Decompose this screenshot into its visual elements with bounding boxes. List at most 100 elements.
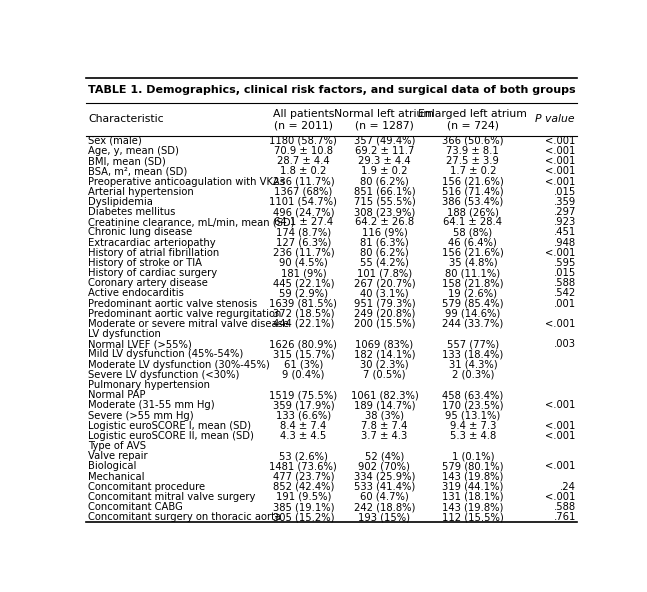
Text: .588: .588 <box>554 278 576 288</box>
Text: 73.9 ± 8.1: 73.9 ± 8.1 <box>446 146 499 156</box>
Text: BMI, mean (SD): BMI, mean (SD) <box>89 156 166 166</box>
Text: <.001: <.001 <box>545 421 576 431</box>
Text: Sex (male): Sex (male) <box>89 136 142 146</box>
Text: Age, y, mean (SD): Age, y, mean (SD) <box>89 146 179 156</box>
Text: Diabetes mellitus: Diabetes mellitus <box>89 207 176 217</box>
Text: .588: .588 <box>554 502 576 512</box>
Text: Predominant aortic valve regurgitation: Predominant aortic valve regurgitation <box>89 309 282 318</box>
Text: Normal LVEF (>55%): Normal LVEF (>55%) <box>89 339 192 349</box>
Text: 308 (23.9%): 308 (23.9%) <box>354 207 415 217</box>
Text: 359 (17.9%): 359 (17.9%) <box>272 400 334 410</box>
Text: 170 (23.5%): 170 (23.5%) <box>442 400 503 410</box>
Text: 127 (6.3%): 127 (6.3%) <box>276 237 331 247</box>
Text: 1519 (75.5%): 1519 (75.5%) <box>269 390 337 400</box>
Text: 1626 (80.9%): 1626 (80.9%) <box>269 339 337 349</box>
Text: 242 (18.8%): 242 (18.8%) <box>354 502 415 512</box>
Text: 315 (15.7%): 315 (15.7%) <box>272 349 334 359</box>
Text: Moderate or severe mitral valve disease: Moderate or severe mitral valve disease <box>89 319 289 329</box>
Text: 579 (80.1%): 579 (80.1%) <box>442 461 503 471</box>
Text: 444 (22.1%): 444 (22.1%) <box>272 319 334 329</box>
Text: All patients
(n = 2011): All patients (n = 2011) <box>272 108 334 130</box>
Text: 174 (8.7%): 174 (8.7%) <box>276 227 331 237</box>
Text: .001: .001 <box>554 298 576 308</box>
Text: P value: P value <box>535 114 575 124</box>
Text: 27.5 ± 3.9: 27.5 ± 3.9 <box>446 156 499 166</box>
Text: 851 (66.1%): 851 (66.1%) <box>354 186 415 197</box>
Text: 1180 (58.7%): 1180 (58.7%) <box>269 136 337 146</box>
Text: 143 (19.8%): 143 (19.8%) <box>442 472 503 481</box>
Text: LV dysfunction: LV dysfunction <box>89 329 161 339</box>
Text: BSA, m², mean (SD): BSA, m², mean (SD) <box>89 166 188 176</box>
Text: Concomitant procedure: Concomitant procedure <box>89 482 206 492</box>
Text: Chronic lung disease: Chronic lung disease <box>89 227 193 237</box>
Text: <.001: <.001 <box>545 166 576 176</box>
Text: 70.9 ± 10.8: 70.9 ± 10.8 <box>274 146 333 156</box>
Text: .24: .24 <box>560 482 576 492</box>
Text: Pulmonary hypertension: Pulmonary hypertension <box>89 380 210 390</box>
Text: Arterial hypertension: Arterial hypertension <box>89 186 194 197</box>
Text: Extracardiac arteriopathy: Extracardiac arteriopathy <box>89 237 216 247</box>
Text: 58 (8%): 58 (8%) <box>454 227 492 237</box>
Text: <.001: <.001 <box>545 248 576 258</box>
Text: 52 (4%): 52 (4%) <box>365 451 404 461</box>
Text: 90 (4.5%): 90 (4.5%) <box>279 258 328 268</box>
Text: Logistic euroSCORE I, mean (SD): Logistic euroSCORE I, mean (SD) <box>89 421 252 431</box>
Text: 366 (50.6%): 366 (50.6%) <box>442 136 503 146</box>
Text: 7.8 ± 7.4: 7.8 ± 7.4 <box>361 421 408 431</box>
Text: History of stroke or TIA: History of stroke or TIA <box>89 258 203 268</box>
Text: 40 (3.1%): 40 (3.1%) <box>360 288 409 298</box>
Text: 158 (21.8%): 158 (21.8%) <box>442 278 503 288</box>
Text: 458 (63.4%): 458 (63.4%) <box>443 390 503 400</box>
Text: Normal PAP: Normal PAP <box>89 390 146 400</box>
Text: 4.3 ± 4.5: 4.3 ± 4.5 <box>280 431 327 441</box>
Text: 112 (15.5%): 112 (15.5%) <box>442 512 504 522</box>
Text: <.001: <.001 <box>545 136 576 146</box>
Text: 1.9 ± 0.2: 1.9 ± 0.2 <box>361 166 408 176</box>
Text: 133 (6.6%): 133 (6.6%) <box>276 410 331 420</box>
Text: Severe LV dysfunction (<30%): Severe LV dysfunction (<30%) <box>89 370 240 380</box>
Text: 156 (21.6%): 156 (21.6%) <box>442 176 504 186</box>
Text: 46 (6.4%): 46 (6.4%) <box>448 237 498 247</box>
Text: <.001: <.001 <box>545 156 576 166</box>
Text: 99 (14.6%): 99 (14.6%) <box>445 309 501 318</box>
Text: Concomitant surgery on thoracic aorta: Concomitant surgery on thoracic aorta <box>89 512 281 522</box>
Text: History of cardiac surgery: History of cardiac surgery <box>89 268 217 278</box>
Text: 193 (15%): 193 (15%) <box>358 512 410 522</box>
Text: 951 (79.3%): 951 (79.3%) <box>354 298 415 308</box>
Text: 64.1 ± 27.4: 64.1 ± 27.4 <box>274 217 333 227</box>
Text: Normal left atrium
(n = 1287): Normal left atrium (n = 1287) <box>334 108 434 130</box>
Text: 2 (0.3%): 2 (0.3%) <box>452 370 494 380</box>
Text: Dyslipidemia: Dyslipidemia <box>89 197 153 207</box>
Text: 1069 (83%): 1069 (83%) <box>355 339 413 349</box>
Text: 64.2 ± 26.8: 64.2 ± 26.8 <box>355 217 414 227</box>
Text: 156 (21.6%): 156 (21.6%) <box>442 248 504 258</box>
Text: .297: .297 <box>553 207 576 217</box>
Text: TABLE 1. Demographics, clinical risk factors, and surgical data of both groups: TABLE 1. Demographics, clinical risk fac… <box>89 85 576 95</box>
Text: <.001: <.001 <box>545 176 576 186</box>
Text: 7 (0.5%): 7 (0.5%) <box>363 370 406 380</box>
Text: 372 (18.5%): 372 (18.5%) <box>272 309 334 318</box>
Text: .015: .015 <box>554 186 576 197</box>
Text: Creatinine clearance, mL/min, mean (SD): Creatinine clearance, mL/min, mean (SD) <box>89 217 295 227</box>
Text: <.001: <.001 <box>545 400 576 410</box>
Text: 61 (3%): 61 (3%) <box>283 360 323 369</box>
Text: 1481 (73.6%): 1481 (73.6%) <box>269 461 337 471</box>
Text: 59 (2.9%): 59 (2.9%) <box>279 288 328 298</box>
Text: Biological: Biological <box>89 461 137 471</box>
Text: History of atrial fibrillation: History of atrial fibrillation <box>89 248 219 258</box>
Text: 1367 (68%): 1367 (68%) <box>274 186 333 197</box>
Text: 852 (42.4%): 852 (42.4%) <box>272 482 334 492</box>
Text: <.001: <.001 <box>545 319 576 329</box>
Text: 1061 (82.3%): 1061 (82.3%) <box>351 390 419 400</box>
Text: 53 (2.6%): 53 (2.6%) <box>279 451 328 461</box>
Text: 579 (85.4%): 579 (85.4%) <box>442 298 503 308</box>
Text: 267 (20.7%): 267 (20.7%) <box>354 278 415 288</box>
Text: .451: .451 <box>554 227 576 237</box>
Text: .542: .542 <box>554 288 576 298</box>
Text: 95 (13.1%): 95 (13.1%) <box>445 410 501 420</box>
Text: 496 (24.7%): 496 (24.7%) <box>272 207 334 217</box>
Text: 35 (4.8%): 35 (4.8%) <box>448 258 497 268</box>
Text: 236 (11.7%): 236 (11.7%) <box>272 248 334 258</box>
Text: 244 (33.7%): 244 (33.7%) <box>443 319 503 329</box>
Text: 334 (25.9%): 334 (25.9%) <box>354 472 415 481</box>
